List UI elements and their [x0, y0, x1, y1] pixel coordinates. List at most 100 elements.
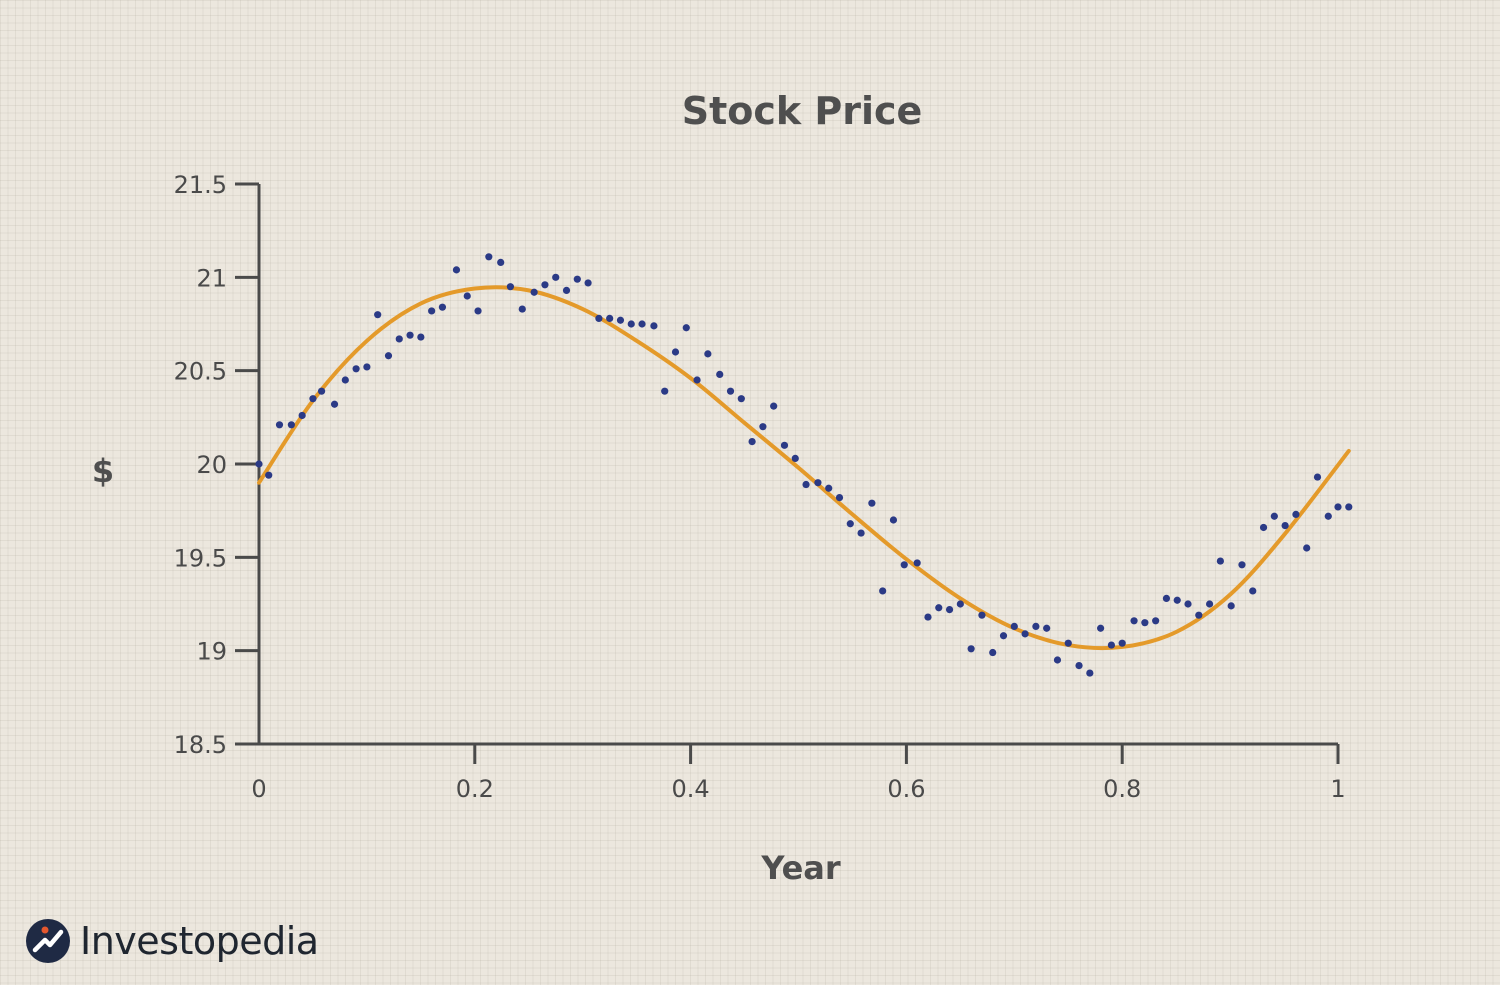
- data-point: [825, 484, 833, 492]
- data-points-group: [255, 253, 1353, 677]
- data-point: [352, 365, 360, 373]
- data-point: [737, 395, 745, 403]
- y-axis-label: $: [92, 452, 114, 490]
- data-point: [363, 363, 371, 371]
- data-point: [661, 387, 669, 395]
- data-point: [1152, 617, 1160, 625]
- data-point: [650, 322, 658, 330]
- y-tick-label: 21.5: [174, 171, 227, 199]
- data-point: [935, 604, 943, 612]
- data-point: [1064, 639, 1072, 647]
- data-point: [265, 471, 273, 479]
- data-point: [287, 421, 295, 429]
- data-point: [384, 352, 393, 360]
- data-point: [474, 307, 482, 315]
- data-point: [846, 520, 854, 528]
- data-point: [889, 516, 898, 524]
- data-point: [1162, 594, 1171, 603]
- data-point: [1270, 512, 1278, 520]
- data-point: [945, 606, 954, 614]
- data-point: [1141, 619, 1149, 627]
- data-point: [1227, 602, 1235, 610]
- data-point: [857, 529, 865, 537]
- data-point: [1107, 641, 1116, 649]
- data-point: [1303, 544, 1311, 552]
- y-tick-label: 21: [196, 264, 227, 292]
- x-tick-label: 0.6: [887, 775, 925, 803]
- data-point: [693, 376, 701, 384]
- data-point: [1097, 624, 1105, 632]
- data-point: [1345, 503, 1353, 511]
- data-point: [627, 320, 635, 328]
- data-point: [748, 438, 756, 446]
- data-point: [682, 324, 690, 332]
- fit-line: [257, 285, 1351, 651]
- data-point: [814, 479, 822, 487]
- x-tick-label: 0.4: [672, 775, 710, 803]
- data-point: [1021, 630, 1029, 638]
- data-point: [1184, 600, 1192, 608]
- chart-title: Stock Price: [682, 89, 923, 133]
- data-point: [1032, 622, 1040, 631]
- data-point: [671, 348, 680, 356]
- data-point: [900, 561, 908, 569]
- data-point: [530, 288, 538, 296]
- x-tick-label: 0: [251, 775, 266, 803]
- data-point: [573, 275, 581, 283]
- y-tick-label: 18.5: [174, 731, 227, 759]
- data-point: [999, 632, 1008, 640]
- data-point: [835, 494, 844, 502]
- data-point: [1259, 523, 1268, 532]
- x-tick-label: 0.8: [1103, 775, 1141, 803]
- data-point: [1010, 622, 1018, 631]
- brand-logo: Investopedia: [24, 915, 319, 967]
- data-point: [989, 648, 997, 657]
- data-point: [452, 266, 461, 274]
- data-point: [978, 611, 986, 619]
- data-point: [1281, 522, 1289, 530]
- data-point: [868, 499, 876, 507]
- data-point: [506, 283, 515, 291]
- data-point: [330, 400, 339, 408]
- data-point: [275, 421, 284, 429]
- data-point: [309, 395, 317, 403]
- investopedia-logo-icon: [26, 919, 70, 963]
- data-point: [417, 333, 425, 341]
- data-point: [255, 460, 263, 468]
- data-point: [1249, 587, 1257, 595]
- data-point: [395, 335, 403, 343]
- data-point: [1130, 617, 1138, 625]
- data-point: [704, 350, 712, 358]
- y-tick-label: 20: [196, 451, 227, 479]
- data-point: [638, 320, 646, 328]
- data-point: [1118, 639, 1126, 647]
- data-point: [616, 316, 625, 324]
- data-point: [716, 370, 724, 378]
- y-tick-label: 20.5: [174, 358, 227, 386]
- data-point: [1313, 473, 1322, 481]
- data-point: [956, 600, 964, 608]
- data-point: [1043, 624, 1051, 632]
- data-point: [317, 387, 326, 395]
- data-point: [374, 311, 382, 319]
- data-point: [726, 387, 735, 395]
- brand-name: Investopedia: [80, 919, 319, 963]
- data-point: [1053, 656, 1062, 664]
- data-point: [1216, 557, 1224, 565]
- data-point: [1075, 662, 1083, 670]
- data-point: [298, 411, 306, 420]
- data-point: [1086, 669, 1094, 677]
- data-point: [1173, 596, 1181, 604]
- data-point: [552, 273, 560, 281]
- data-point: [780, 441, 789, 449]
- x-tick-label: 1: [1330, 775, 1345, 803]
- y-tick-label: 19: [196, 638, 227, 666]
- data-point: [606, 314, 614, 322]
- fit-line-group: [257, 285, 1351, 651]
- data-point: [541, 281, 549, 289]
- data-point: [463, 292, 471, 300]
- data-point: [879, 587, 887, 595]
- data-point: [1195, 611, 1203, 619]
- data-point: [485, 253, 493, 261]
